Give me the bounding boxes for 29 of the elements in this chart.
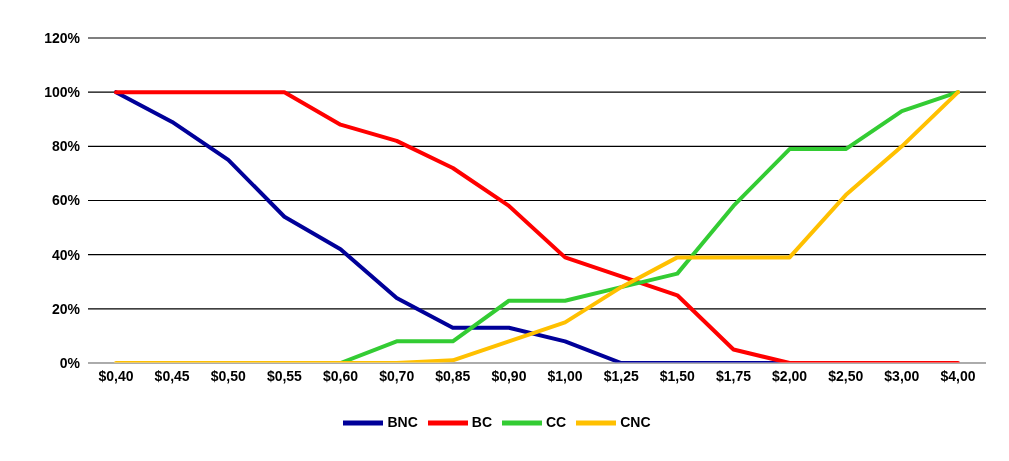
line-series: [338, 90, 960, 363]
x-tick-label: $0,60: [323, 367, 359, 384]
y-tick-label: 60%: [51, 192, 81, 209]
y-tick-label: 80%: [51, 138, 81, 155]
legend-label: CNC: [620, 413, 651, 430]
legend-label: BC: [471, 413, 492, 430]
y-tick-label: 120%: [44, 29, 81, 46]
x-tick-label: $1,25: [603, 367, 639, 384]
y-tick-label: 0%: [59, 354, 81, 371]
y-tick-label: 100%: [44, 84, 81, 101]
x-tick-label: $0,85: [435, 367, 471, 384]
x-tick-label: $0,55: [266, 367, 303, 384]
x-tick-label: $0,50: [210, 367, 246, 384]
y-tick-label: 40%: [51, 246, 81, 263]
line-series: [114, 90, 960, 363]
x-tick-label: $0,45: [154, 367, 190, 384]
x-tick-label: $0,70: [379, 367, 415, 384]
x-tick-label: $2,50: [828, 367, 864, 384]
y-tick-label: 20%: [51, 300, 81, 317]
legend-label: BNC: [387, 413, 418, 430]
x-tick-label: $0,40: [98, 367, 134, 384]
x-tick-label: $3,00: [884, 367, 920, 384]
x-tick-label: $4,00: [940, 367, 976, 384]
x-tick-label: $1,50: [659, 367, 696, 384]
x-tick-label: $0,90: [491, 367, 527, 384]
x-tick-label: $2,00: [772, 367, 808, 384]
legend-label: CC: [546, 413, 567, 430]
x-tick-label: $1,75: [715, 367, 752, 384]
x-tick-label: $1,00: [547, 367, 583, 384]
